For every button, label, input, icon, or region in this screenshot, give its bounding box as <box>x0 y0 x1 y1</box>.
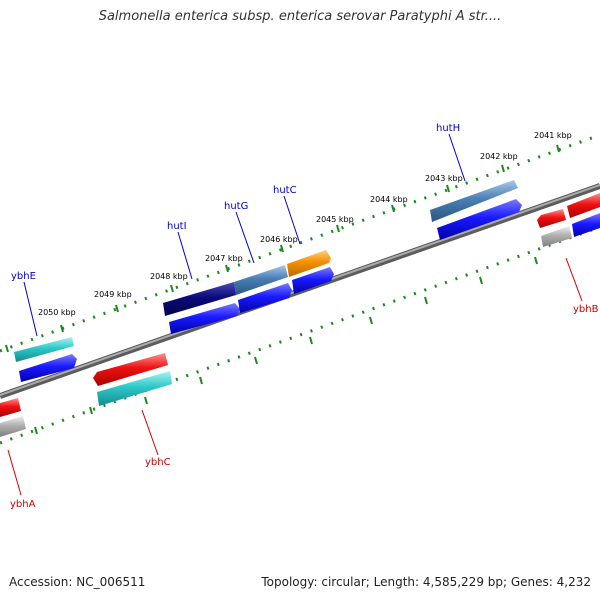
major-tick <box>501 164 505 173</box>
major-tick <box>391 204 395 213</box>
kbp-label: 2049 kbp <box>94 290 132 299</box>
gene-label-hutH[interactable]: hutH <box>436 123 460 134</box>
kbp-label: 2050 kbp <box>38 308 76 317</box>
reverse-major-ticks <box>34 256 538 435</box>
major-tick <box>336 224 340 233</box>
major-tick <box>556 144 560 153</box>
major-tick <box>309 336 313 345</box>
gene-label-ybhB[interactable]: ybhB <box>573 304 599 315</box>
kbp-label: 2044 kbp <box>370 195 408 204</box>
major-tick <box>479 276 483 285</box>
gene-label-ybhA[interactable]: ybhA <box>10 499 36 510</box>
major-tick <box>254 356 258 365</box>
genome-title: Salmonella enterica subsp. enterica sero… <box>98 9 502 24</box>
gene-feature[interactable] <box>541 226 572 247</box>
kbp-label: 2041 kbp <box>534 131 572 140</box>
major-tick <box>446 184 450 193</box>
kbp-labels: 2041 kbp 2042 kbp 2043 kbp 2044 kbp 2045… <box>38 131 572 317</box>
gene-feature[interactable] <box>234 265 288 295</box>
accession-label: Accession: NC_006511 <box>9 575 146 589</box>
genome-stats-label: Topology: circular; Length: 4,585,229 bp… <box>261 575 591 589</box>
gene-leader-lines <box>7 133 583 496</box>
gene-feature[interactable] <box>537 209 566 228</box>
gene-feature[interactable] <box>0 398 21 417</box>
gene-feature[interactable] <box>19 354 77 382</box>
gene-feature[interactable] <box>169 303 240 334</box>
major-tick <box>424 296 428 305</box>
gene-label-ybhE[interactable]: ybhE <box>11 271 36 282</box>
major-tick <box>34 426 38 435</box>
major-tick <box>369 316 373 325</box>
major-tick <box>60 324 64 333</box>
forward-major-ticks <box>5 144 560 353</box>
major-tick <box>5 344 9 353</box>
major-tick <box>170 284 174 293</box>
gene-label-hutG[interactable]: hutG <box>224 201 248 212</box>
kbp-label: 2045 kbp <box>316 215 354 224</box>
gene-feature[interactable] <box>14 337 74 362</box>
forward-gene-labels: ybhE hutI hutG hutC hutH <box>11 123 460 282</box>
gene-feature[interactable] <box>0 416 26 437</box>
kbp-label: 2042 kbp <box>480 152 518 161</box>
reverse-gene-features <box>0 209 572 437</box>
major-tick <box>199 376 203 385</box>
gene-feature[interactable] <box>163 282 236 316</box>
gene-label-ybhC[interactable]: ybhC <box>145 457 171 468</box>
major-tick <box>115 304 119 313</box>
forward-gene-features <box>14 180 600 382</box>
kbp-label: 2043 kbp <box>425 174 463 183</box>
gene-feature[interactable] <box>93 353 168 386</box>
gene-feature[interactable] <box>437 199 522 240</box>
reverse-gene-labels: ybhA ybhC ybhB <box>10 304 599 510</box>
gene-feature[interactable] <box>238 283 292 313</box>
gene-feature[interactable] <box>292 267 334 294</box>
gene-label-hutI[interactable]: hutI <box>167 221 187 232</box>
kbp-label: 2046 kbp <box>260 235 298 244</box>
gene-label-hutC[interactable]: hutC <box>273 185 297 196</box>
major-tick <box>280 244 284 253</box>
gene-feature[interactable] <box>287 250 331 277</box>
major-tick <box>89 406 93 415</box>
gene-feature[interactable] <box>567 193 600 218</box>
gene-feature[interactable] <box>572 213 600 237</box>
major-tick <box>225 264 229 273</box>
gene-feature[interactable] <box>97 371 172 406</box>
kbp-label: 2048 kbp <box>150 272 188 281</box>
major-tick <box>144 396 148 405</box>
major-tick <box>534 256 538 265</box>
gene-feature[interactable] <box>430 180 518 222</box>
kbp-label: 2047 kbp <box>205 254 243 263</box>
